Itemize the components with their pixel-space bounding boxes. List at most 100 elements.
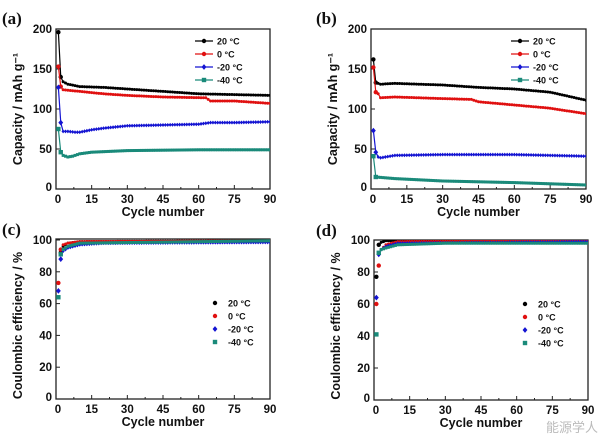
data-point: [187, 122, 191, 127]
x-tick-label: 15: [85, 194, 98, 206]
data-point: [378, 155, 383, 160]
data-point: [388, 95, 392, 99]
data-point: [450, 241, 454, 245]
data-point: [467, 241, 471, 245]
data-point: [565, 109, 569, 113]
data-point: [450, 97, 454, 101]
data-point: [111, 241, 115, 245]
data-point: [553, 107, 557, 111]
data-point: [82, 129, 87, 134]
data-point: [472, 241, 476, 245]
data-point: [75, 89, 79, 93]
data-point: [477, 100, 480, 104]
legend-marker: [212, 313, 218, 319]
data-point: [116, 149, 120, 153]
data-point: [268, 93, 270, 97]
data-point: [517, 103, 521, 107]
legend-marker: [522, 314, 528, 320]
data-point: [390, 153, 395, 158]
data-point: [111, 125, 115, 130]
data-point: [128, 87, 132, 91]
data-point: [381, 96, 385, 100]
data-point: [159, 240, 163, 244]
data-point: [527, 88, 531, 92]
data-point: [493, 101, 497, 105]
y-tick-label: 50: [39, 144, 52, 156]
data-point: [407, 82, 411, 86]
data-point: [546, 241, 550, 245]
data-point: [230, 93, 234, 97]
data-point: [140, 94, 144, 98]
data-point: [579, 111, 583, 115]
data-point: [125, 87, 129, 91]
data-point: [73, 242, 77, 246]
data-point: [429, 178, 433, 182]
legend-marker: [201, 77, 207, 83]
data-point: [130, 123, 134, 128]
data-point: [522, 241, 526, 245]
data-point: [216, 92, 220, 96]
x-tick-label: 60: [192, 194, 205, 206]
data-point: [498, 102, 502, 106]
data-point: [546, 90, 550, 94]
data-point: [185, 148, 189, 152]
data-point: [572, 183, 576, 187]
y-tick-label: 150: [348, 64, 367, 76]
legend-marker: [522, 301, 528, 307]
data-point: [434, 242, 438, 246]
data-point: [263, 101, 267, 105]
data-point: [455, 84, 459, 88]
data-point: [116, 93, 120, 97]
data-point: [56, 280, 61, 286]
data-point: [149, 89, 153, 93]
x-tick-label: 60: [510, 405, 523, 417]
data-point: [584, 154, 586, 159]
data-point: [522, 88, 526, 92]
data-point: [496, 180, 500, 184]
data-point: [123, 93, 127, 97]
data-point: [83, 151, 87, 155]
data-point: [510, 241, 514, 245]
data-point: [402, 177, 406, 181]
legend: 20 °C 0 °C -20 °C -40 °C: [511, 37, 559, 86]
data-point: [228, 92, 232, 96]
data-point: [156, 148, 160, 152]
data-point: [488, 180, 492, 184]
data-point: [414, 178, 418, 182]
data-point: [56, 126, 61, 132]
data-point: [244, 148, 248, 152]
data-point: [529, 104, 533, 108]
data-point: [376, 242, 381, 247]
data-point: [66, 241, 70, 245]
legend-item: 0 °C: [522, 313, 556, 323]
data-point: [135, 240, 139, 244]
legend-marker: [212, 326, 218, 332]
data-point: [419, 153, 423, 157]
data-point: [558, 182, 562, 186]
data-point: [104, 86, 108, 90]
data-point: [460, 84, 464, 88]
data-point: [558, 108, 562, 112]
data-point: [73, 244, 77, 248]
data-point: [508, 180, 512, 184]
data-point: [508, 103, 512, 107]
data-point: [182, 148, 186, 152]
legend-label: 0 °C: [533, 50, 551, 60]
data-point: [395, 81, 399, 85]
data-point: [156, 95, 160, 99]
data-point: [135, 94, 139, 98]
data-point: [239, 148, 243, 152]
data-point: [113, 125, 118, 129]
data-point: [572, 96, 576, 100]
data-point: [477, 85, 480, 89]
data-point: [410, 82, 414, 86]
data-point: [58, 119, 64, 126]
legend-item: -40 °C: [212, 338, 254, 348]
data-point: [572, 110, 576, 114]
data-point: [422, 96, 426, 100]
data-point: [500, 152, 505, 157]
data-point: [498, 241, 502, 245]
data-point: [393, 177, 397, 181]
data-point: [64, 81, 68, 85]
data-point: [429, 242, 433, 246]
